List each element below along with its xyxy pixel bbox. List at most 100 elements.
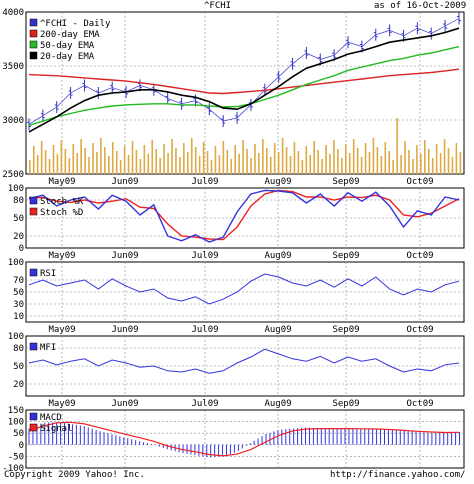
x-tick-label: Aug09 — [264, 251, 291, 261]
mfi-y-tick-label: 20 — [13, 380, 24, 390]
stoch-y-tick-label: 50 — [13, 214, 24, 224]
x-tick-label: May09 — [48, 251, 75, 261]
volume-bar — [262, 139, 264, 174]
volume-bar — [187, 152, 189, 174]
x-tick-label: Oct09 — [406, 399, 433, 409]
legend-swatch — [29, 29, 38, 38]
volume-bar — [254, 144, 256, 174]
x-tick-label: Sep09 — [332, 251, 359, 261]
rsi-y-tick-label: 30 — [13, 300, 24, 310]
volume-bar — [258, 153, 260, 174]
legend-label: MACD — [40, 413, 62, 423]
price-y-tick-label: 2500 — [2, 170, 24, 180]
volume-bar — [439, 153, 442, 174]
volume-bar — [72, 144, 75, 174]
legend-swatch — [29, 207, 38, 216]
volume-bar — [250, 158, 252, 174]
x-tick-label: Sep09 — [332, 325, 359, 335]
legend-swatch — [29, 51, 38, 60]
price-line — [28, 18, 460, 125]
legend-swatch — [29, 268, 38, 277]
volume-bar — [104, 147, 106, 174]
volume-bar — [301, 160, 304, 174]
volume-bar — [447, 148, 450, 174]
volume-bar — [147, 154, 150, 174]
legend-label: 50-day EMA — [40, 41, 95, 51]
volume-bar — [214, 146, 217, 174]
volume-bar — [459, 152, 462, 174]
volume-bar — [392, 160, 394, 174]
volume-bar — [76, 153, 78, 174]
legend-swatch — [29, 412, 38, 421]
volume-bar — [111, 142, 114, 174]
volume-bar — [234, 145, 236, 174]
volume-bar — [333, 140, 335, 174]
volume-bar — [325, 145, 327, 174]
x-tick-label: Jul09 — [191, 177, 218, 187]
volume-bar — [143, 145, 146, 174]
legend-swatch — [29, 18, 38, 27]
macd-y-tick-label: 150 — [8, 406, 24, 416]
volume-bar — [285, 147, 288, 174]
volume-bar — [29, 160, 31, 174]
volume-bar — [139, 159, 142, 174]
mfi-line — [28, 348, 460, 374]
stoch-y-tick-label: 0 — [19, 244, 24, 254]
x-tick-label: Jun09 — [111, 325, 138, 335]
volume-bar — [135, 150, 138, 174]
volume-bar — [52, 145, 55, 174]
volume-bar — [119, 160, 122, 174]
volume-bar — [108, 156, 110, 174]
volume-bar — [348, 153, 351, 174]
volume-bar — [40, 141, 43, 174]
volume-bar — [313, 141, 315, 174]
x-tick-label: Aug09 — [264, 399, 291, 409]
volume-bar — [159, 158, 161, 174]
volume-bar — [56, 154, 59, 174]
volume-bar — [179, 157, 181, 174]
legend-label: RSI — [40, 269, 56, 279]
volume-bar — [408, 150, 410, 174]
volume-bar — [171, 139, 173, 174]
volume-bar — [266, 148, 268, 174]
volume-bar — [364, 143, 367, 174]
macd-y-tick-label: 50 — [13, 429, 24, 439]
volume-bar — [190, 138, 193, 174]
volume-bar — [297, 151, 300, 174]
legend-label: Stoch %D — [40, 208, 83, 218]
volume-bar — [317, 150, 319, 174]
volume-bar — [420, 154, 422, 174]
volume-bar — [68, 158, 71, 174]
volume-bar — [123, 146, 126, 174]
volume-bar — [36, 155, 39, 174]
volume-bar — [222, 141, 225, 174]
x-tick-label: May09 — [48, 325, 75, 335]
volume-bar — [80, 139, 82, 174]
volume-bar — [380, 156, 383, 174]
rsi-y-tick-label: 70 — [13, 276, 24, 286]
volume-bar — [269, 157, 272, 174]
legend-swatch — [29, 423, 38, 432]
mfi-y-tick-label: 100 — [8, 332, 24, 342]
volume-bar — [206, 151, 209, 174]
volume-bar — [92, 143, 94, 174]
legend-label: Signal — [40, 424, 73, 434]
volume-bar — [443, 139, 446, 174]
volume-bar — [226, 150, 229, 174]
volume-bar — [329, 154, 331, 174]
volume-bar — [88, 157, 90, 174]
rsi-y-tick-label: 50 — [13, 288, 24, 298]
volume-bar — [400, 155, 402, 174]
rsi-y-tick-label: 10 — [13, 312, 24, 322]
volume-bar — [131, 141, 134, 174]
x-tick-label: May09 — [48, 399, 75, 409]
source-url: http://finance.yahoo.com/ — [330, 470, 466, 480]
stoch-y-tick-label: 100 — [8, 184, 24, 194]
volume-bar — [202, 142, 205, 174]
volume-bar — [356, 148, 359, 174]
x-tick-label: Oct09 — [406, 251, 433, 261]
volume-bar — [155, 149, 157, 174]
volume-bar — [32, 146, 35, 174]
volume-bar — [194, 147, 197, 174]
